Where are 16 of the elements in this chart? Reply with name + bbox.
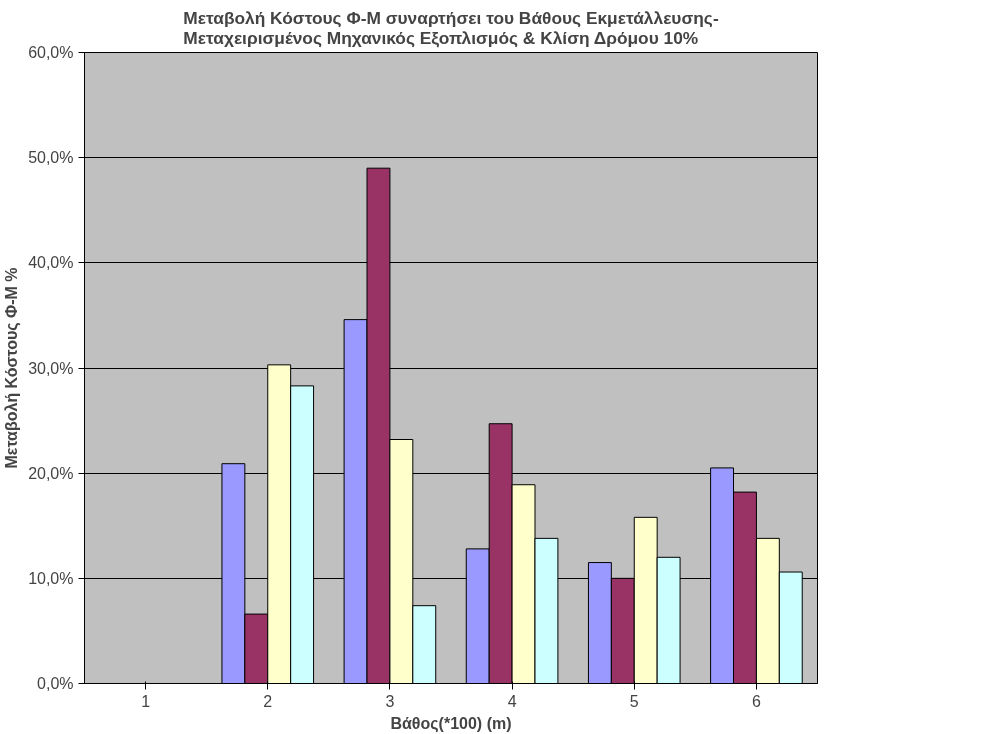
y-tick-label: 60,0%: [28, 44, 74, 61]
x-tick-label: 1: [141, 692, 151, 710]
y-axis-title: Μεταβολή Κόστους Φ-Μ %: [3, 267, 22, 469]
y-tick-label: 50,0%: [28, 149, 74, 167]
y-tick-label: 30,0%: [28, 359, 74, 377]
x-tick-label: 3: [385, 692, 395, 710]
y-tick-label: 0,0%: [37, 675, 74, 692]
y-tick-label: 10,0%: [28, 569, 74, 587]
chart-title: Μεταβολή Κόστους Φ-Μ συναρτήσει του Βάθους Εκμετάλλευσης- Μεταχειρισμένος Μηχανικός Εξοπλισμός & Κλίση Δρόμου 10%: [183, 7, 719, 48]
x-axis-title: Βάθος(*100) (m): [390, 714, 512, 733]
y-tick-label: 20,0%: [28, 464, 74, 482]
x-tick-label: 4: [507, 692, 517, 710]
x-tick-label: 2: [263, 692, 273, 710]
x-tick-label: 6: [751, 692, 761, 710]
y-tick-label: 40,0%: [28, 254, 74, 272]
x-tick-label: 5: [629, 692, 639, 710]
